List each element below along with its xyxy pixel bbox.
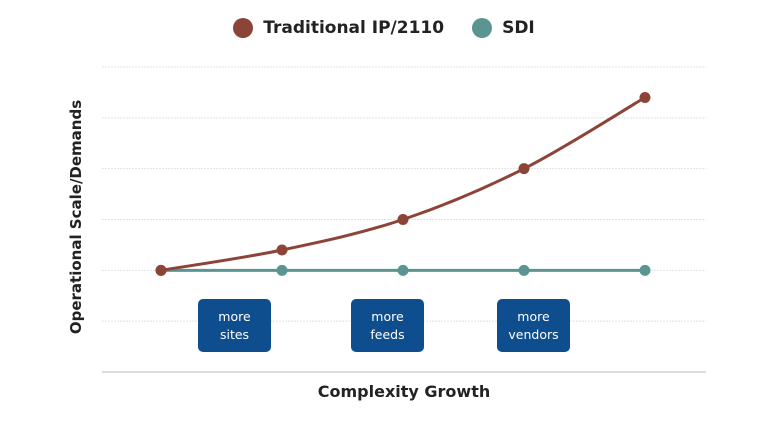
legend-marker-icon — [472, 18, 493, 38]
data-point — [155, 264, 167, 276]
legend-item-sdi: SDI — [472, 18, 535, 38]
annotation-line: vendors — [508, 326, 559, 342]
data-point — [518, 264, 530, 276]
annotation-more-feeds: more feeds — [351, 299, 424, 352]
legend-marker-icon — [233, 18, 254, 38]
annotation-line: feeds — [370, 326, 405, 342]
series-line-traditional — [160, 96, 646, 272]
annotation-more-vendors: more vendors — [497, 299, 570, 352]
annotation-line: sites — [219, 326, 250, 342]
data-point — [397, 214, 409, 225]
annotation-line: more — [218, 308, 251, 324]
legend-label: Traditional IP/2110 — [263, 18, 445, 38]
legend-label: SDI — [502, 18, 535, 38]
data-point — [639, 264, 651, 276]
y-axis-label: Operational Scale/Demands — [67, 99, 85, 335]
annotation-line: more — [517, 308, 550, 324]
annotation-more-sites: more sites — [198, 299, 271, 352]
x-axis-label: Complexity Growth — [317, 382, 491, 401]
legend: Traditional IP/2110 SDI — [0, 18, 768, 38]
annotation-line: more — [371, 308, 404, 324]
data-point — [639, 92, 651, 103]
legend-item-traditional: Traditional IP/2110 — [233, 18, 444, 38]
data-point — [518, 163, 530, 175]
data-point — [276, 264, 288, 276]
data-point — [397, 264, 409, 276]
data-point — [276, 244, 288, 256]
